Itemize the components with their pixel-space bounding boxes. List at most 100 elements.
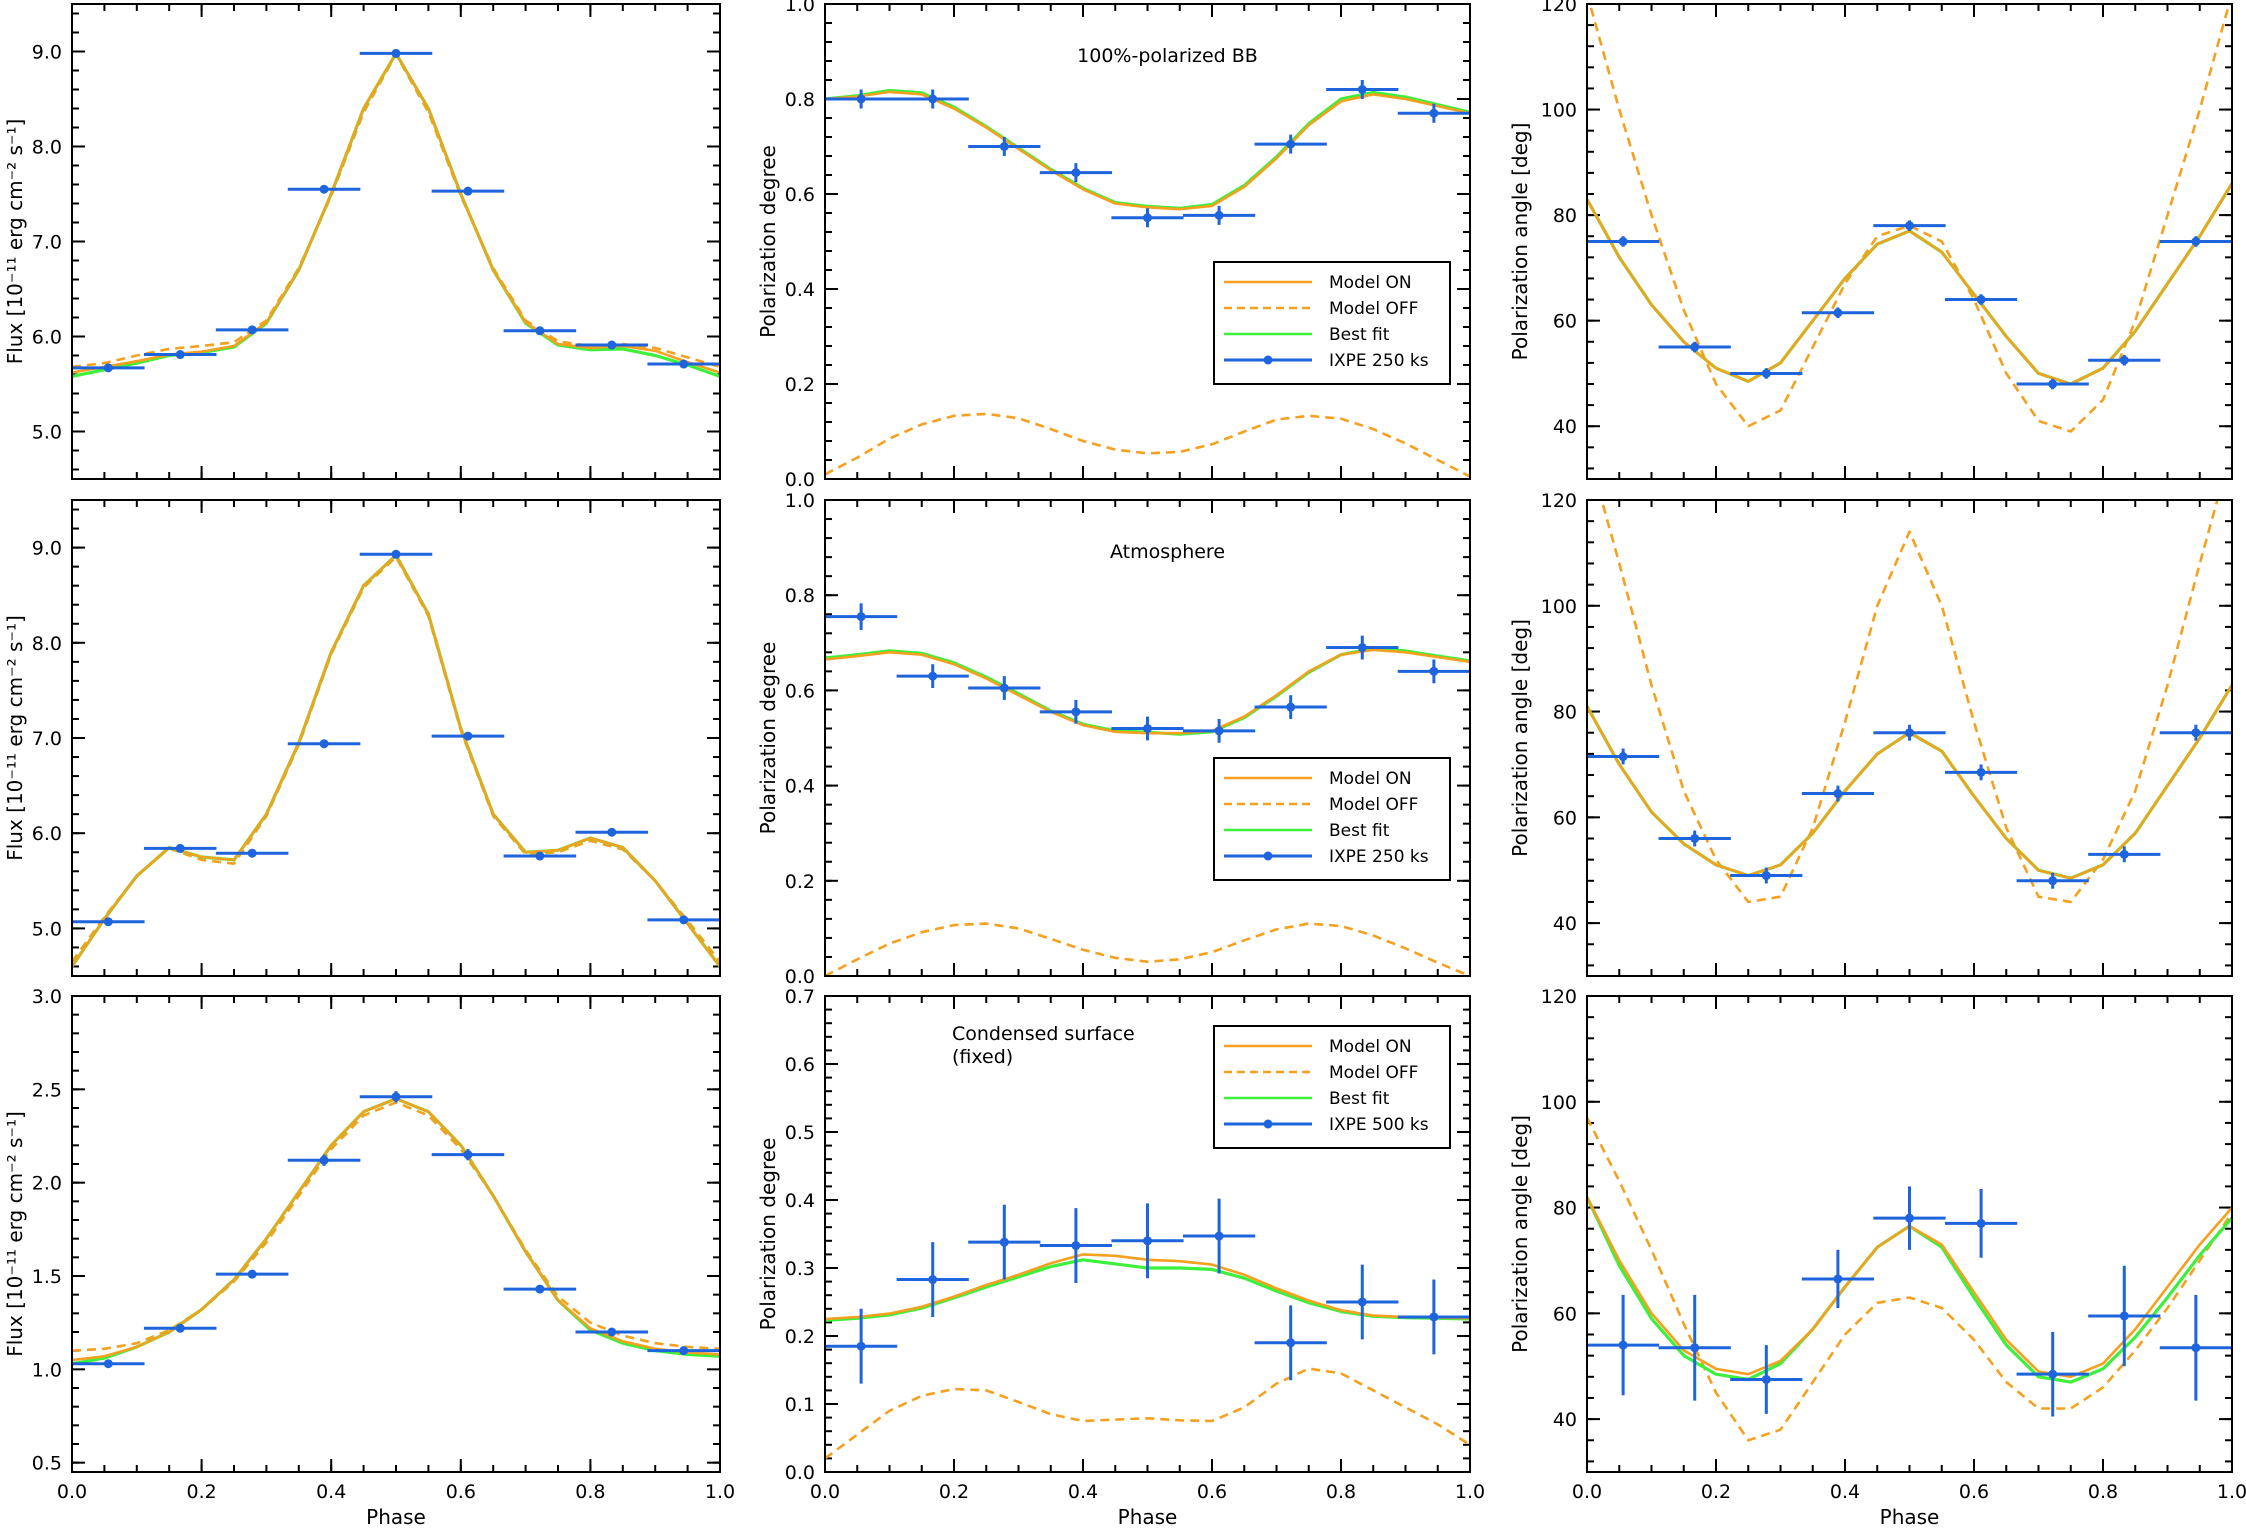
data-point	[607, 827, 617, 837]
best-fit-curve	[72, 51, 720, 378]
legend-model-on-label: Model ON	[1329, 1037, 1412, 1057]
data-point	[535, 1284, 545, 1294]
y-tick-label: 0.5	[785, 1122, 815, 1144]
y-tick-label: 0.4	[785, 776, 815, 798]
y-tick-label: 9.0	[32, 42, 62, 64]
model-on-curve	[72, 52, 720, 374]
data-points	[825, 603, 1470, 743]
data-points	[72, 48, 720, 373]
data-point	[1357, 1297, 1367, 1307]
data-point	[1761, 1374, 1771, 1384]
plot-frame	[71, 3, 721, 480]
best-fit-curve	[72, 553, 720, 968]
data-point	[103, 1359, 113, 1369]
x-tick-label: 0.0	[57, 1481, 87, 1503]
panel-annotation: Atmosphere	[1110, 541, 1225, 563]
x-tick-label: 0.2	[939, 1481, 969, 1503]
plot-frame	[824, 499, 1471, 977]
model-off-curve	[1588, 4, 2231, 433]
data-point	[1833, 789, 1843, 799]
y-tick-label: 0.8	[785, 585, 815, 607]
data-point	[2119, 355, 2129, 365]
data-point	[1690, 342, 1700, 352]
data-point	[319, 1155, 329, 1165]
x-tick-label: 0.6	[446, 1481, 476, 1503]
data-point	[1357, 85, 1367, 94]
legend: Model ON Model OFF Best fit IXPE 500 ks	[1213, 1025, 1451, 1149]
data-point	[2191, 1343, 2201, 1353]
data-point	[1071, 168, 1081, 178]
x-tick-label: 1.0	[705, 1481, 735, 1503]
legend-best-fit-label: Best fit	[1329, 325, 1390, 345]
y-tick-label: 60	[1553, 807, 1577, 829]
data-point	[928, 94, 938, 104]
data-point	[1618, 1340, 1628, 1350]
data-points	[825, 80, 1470, 228]
x-tick-label: 0.0	[810, 1481, 840, 1503]
data-point	[2191, 728, 2201, 738]
data-point	[1429, 108, 1439, 118]
y-axis-label: Flux [10⁻¹¹ erg cm⁻² s⁻¹]	[3, 615, 27, 861]
y-tick-label: 40	[1553, 416, 1577, 438]
model-off-curve	[72, 555, 720, 963]
legend: Model ON Model OFF Best fit IXPE 250 ks	[1213, 757, 1451, 881]
data-point	[679, 359, 689, 369]
model-off-curve	[1600, 500, 2219, 904]
y-tick-label: 60	[1553, 311, 1577, 333]
x-tick-label: 0.4	[316, 1481, 346, 1503]
data-point	[2048, 876, 2058, 886]
data-point	[391, 549, 401, 559]
data-point	[1429, 666, 1439, 676]
data-point	[1357, 643, 1367, 653]
data-point	[856, 1341, 866, 1351]
panel-r1c2: 0.0 0.2 0.4 0.6 0.8 1.0 Polarization degree 100…	[756, 0, 1471, 491]
legend-model-off-label: Model OFF	[1329, 795, 1418, 815]
data-point	[1905, 1213, 1914, 1223]
legend-best-fit-label: Best fit	[1329, 1089, 1390, 1109]
y-tick-label: 0.6	[785, 680, 815, 702]
data-point	[1286, 139, 1296, 149]
panel-r1c1: 5.0 6.0 7.0 8.0 9.0 Flux [10⁻¹¹ erg cm⁻² s⁻¹]	[3, 3, 721, 480]
y-tick-label: 6.0	[32, 327, 62, 349]
model-off-curve	[825, 922, 1470, 976]
x-tick-label: 0.2	[1701, 1481, 1731, 1503]
y-tick-label: 120	[1541, 490, 1577, 512]
legend-ixpe-marker	[1263, 851, 1273, 861]
data-points	[1587, 220, 2232, 390]
y-tick-label: 1.0	[785, 490, 815, 512]
y-tick-label: 60	[1553, 1303, 1577, 1325]
y-tick-label: 7.0	[32, 232, 62, 254]
y-tick-label: 100	[1541, 100, 1577, 122]
y-tick-label: 8.0	[32, 633, 62, 655]
y-tick-label: 0.1	[785, 1394, 815, 1416]
data-point	[679, 1346, 689, 1356]
data-point	[1214, 210, 1224, 220]
x-tick-label: 0.0	[1572, 1481, 1602, 1503]
legend-model-off-label: Model OFF	[1329, 1063, 1418, 1083]
model-on-curve	[72, 1097, 720, 1362]
data-point	[928, 671, 938, 681]
model-off-curve	[72, 53, 720, 369]
y-tick-label: 0.7	[785, 986, 815, 1008]
data-point	[1071, 707, 1081, 717]
data-point	[607, 340, 617, 350]
y-tick-label: 0.0	[785, 1462, 815, 1484]
y-axis-label: Polarization angle [deg]	[1508, 1115, 1532, 1353]
panel-annotation: 100%-polarized BB	[1077, 45, 1258, 67]
data-point	[1976, 1218, 1986, 1228]
x-tick-label: 0.8	[2088, 1481, 2118, 1503]
data-points	[72, 549, 720, 927]
y-axis-label: Flux [10⁻¹¹ erg cm⁻² s⁻¹]	[3, 119, 27, 365]
y-tick-label: 100	[1541, 596, 1577, 618]
data-point	[1618, 752, 1628, 762]
curves	[72, 51, 720, 378]
y-tick-label: 80	[1553, 205, 1577, 227]
data-point	[1905, 728, 1914, 738]
best-fit-curve	[72, 1097, 720, 1366]
plot-frame	[824, 995, 1471, 1473]
curves	[1587, 1117, 2232, 1442]
data-point	[535, 326, 545, 336]
data-point	[856, 612, 866, 622]
data-point	[1071, 1241, 1081, 1251]
